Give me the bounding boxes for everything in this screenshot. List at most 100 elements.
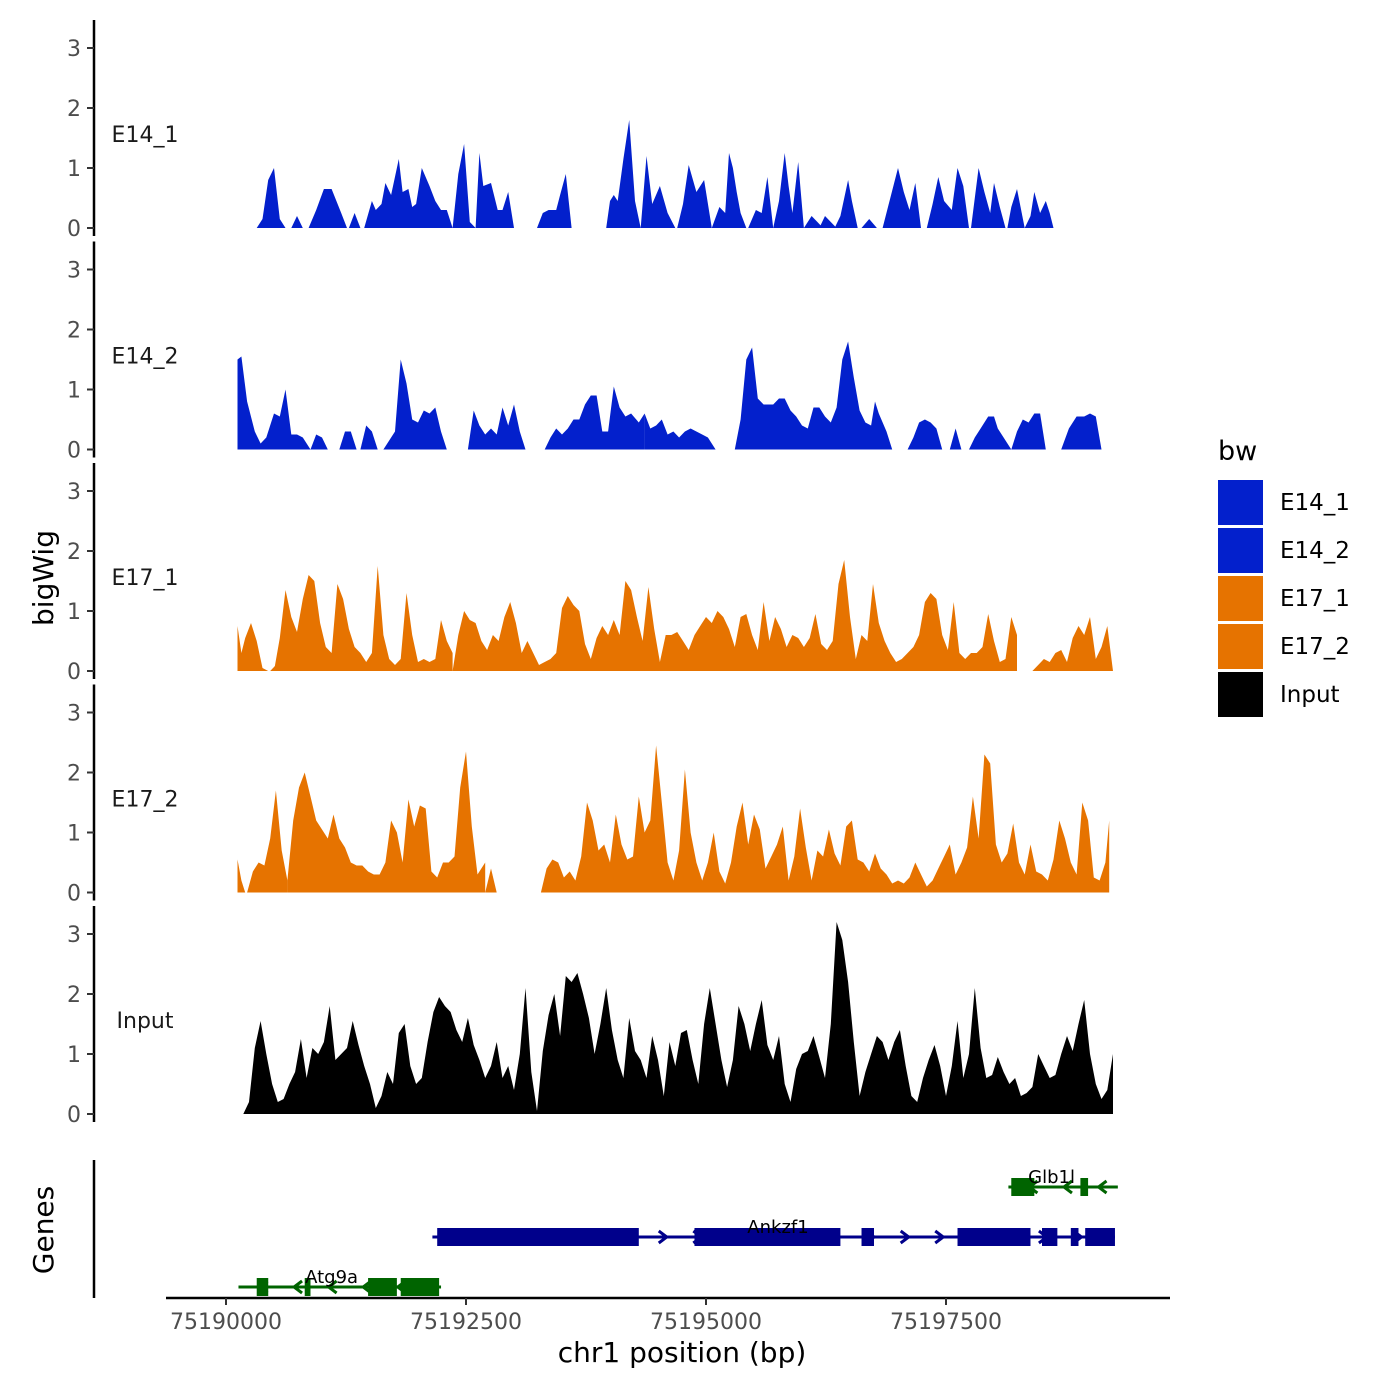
signal-area [971, 168, 1006, 228]
signal-area [383, 359, 447, 450]
x-axis-title: chr1 position (bp) [558, 1336, 807, 1369]
legend-swatch [1218, 480, 1263, 525]
legend-swatch [1218, 672, 1263, 717]
gene-exon [1042, 1228, 1058, 1246]
y-tick-label: 3 [67, 480, 81, 505]
signal-area [291, 216, 303, 228]
y-tick-label: 1 [67, 822, 81, 847]
y-tick-label: 3 [67, 37, 81, 62]
track-label: E14_2 [112, 345, 179, 370]
signal-area [1024, 192, 1064, 228]
gene-exon [1011, 1178, 1035, 1196]
y-tick-label: 1 [67, 1043, 81, 1068]
signal-area [339, 431, 357, 450]
genes-axis-title: Genes [27, 1186, 60, 1274]
gene-atg9a: Atg9a [238, 1267, 442, 1296]
signal-area [348, 213, 361, 228]
signal-area [467, 404, 526, 450]
signal-area [773, 153, 804, 228]
legend-label: Input [1280, 682, 1340, 708]
strand-arrow [326, 1279, 338, 1295]
signal-area [537, 174, 572, 228]
y-axis-title: bigWig [27, 530, 60, 626]
signal-area [969, 416, 1012, 450]
signal-area [882, 168, 921, 228]
gene-exon [861, 1228, 874, 1246]
signal-area [677, 165, 712, 228]
gene-exon [1080, 1178, 1089, 1196]
legend-entry: Input [1218, 672, 1340, 717]
signal-area [1011, 413, 1046, 450]
track-input: 0 1 2 3 Input [67, 906, 1113, 1128]
signal-area [834, 180, 858, 228]
y-tick-label: 3 [67, 702, 81, 727]
signal-area [803, 216, 824, 228]
gene-exon [694, 1228, 841, 1246]
legend-entry: E14_2 [1218, 528, 1350, 573]
legend-entry: E14_1 [1218, 480, 1350, 525]
x-tick-label: 75195000 [650, 1310, 762, 1335]
gene-exon [368, 1278, 397, 1296]
y-tick-label: 1 [67, 379, 81, 404]
gene-label: Ankzf1 [747, 1217, 808, 1238]
y-tick-label: 0 [67, 439, 81, 464]
signal-area [452, 560, 1018, 671]
signal-area [237, 859, 249, 893]
gene-label: Glb1l [1028, 1167, 1075, 1188]
signal-area [475, 153, 514, 228]
gene-exon [437, 1228, 639, 1246]
y-tick-label: 3 [67, 259, 81, 284]
track-e14-2: 0 1 2 3 E14_2 [67, 241, 1102, 464]
legend-entry: E17_1 [1218, 576, 1350, 621]
track-e17-1: 0 1 2 3 E17_1 [67, 463, 1113, 685]
signal-area [1032, 617, 1113, 671]
track-label: E17_1 [112, 566, 179, 591]
legend-title: bw [1218, 436, 1257, 467]
signal-area [861, 219, 877, 228]
gene-exon [1085, 1228, 1115, 1246]
signal-area [360, 425, 378, 450]
legend-swatch [1218, 528, 1263, 573]
y-tick-label: 0 [67, 882, 81, 907]
signal-area [907, 419, 943, 450]
strand-arrow [657, 1229, 670, 1245]
signal-area [819, 216, 837, 228]
legend-swatch [1218, 624, 1263, 669]
gene-track: Glb1l Ankzf1 Atg9a [92, 1160, 1118, 1298]
gene-glb1l: Glb1l [1008, 1167, 1118, 1196]
legend-swatch [1218, 576, 1263, 621]
y-tick-label: 2 [67, 762, 81, 787]
signal-area [485, 868, 497, 893]
legend-label: E17_1 [1280, 586, 1350, 612]
legend-label: E17_2 [1280, 634, 1350, 660]
y-tick-label: 0 [67, 660, 81, 685]
signal-area [310, 434, 328, 450]
gene-label: Atg9a [305, 1267, 358, 1288]
signal-area [243, 988, 538, 1114]
strand-arrow [291, 1279, 303, 1295]
signal-area [734, 341, 893, 450]
legend: bw E14_1 E14_2 E17_1 E17_2 Input [1218, 436, 1350, 717]
legend-entry: E17_2 [1218, 624, 1350, 669]
signal-area [1061, 413, 1102, 450]
signal-area [644, 413, 716, 450]
gene-exon [256, 1278, 269, 1296]
strand-arrow [899, 1229, 912, 1245]
strand-arrow [934, 1229, 946, 1245]
signal-area [256, 168, 286, 228]
y-tick-label: 2 [67, 540, 81, 565]
track-e14-1: 0 1 2 3 E14_1 [67, 20, 1064, 242]
x-axis: 75190000 75192500 75195000 75197500 [166, 1296, 1170, 1335]
signal-area [247, 790, 288, 893]
y-tick-label: 0 [67, 1103, 81, 1128]
signal-area [308, 189, 347, 228]
signal-area [711, 153, 747, 228]
signal-area [364, 159, 453, 228]
signal-area [640, 156, 676, 228]
signal-area [237, 623, 269, 671]
y-tick-label: 0 [67, 217, 81, 242]
gene-exon [1070, 1228, 1079, 1246]
y-tick-label: 2 [67, 983, 81, 1008]
signal-area [544, 386, 645, 450]
